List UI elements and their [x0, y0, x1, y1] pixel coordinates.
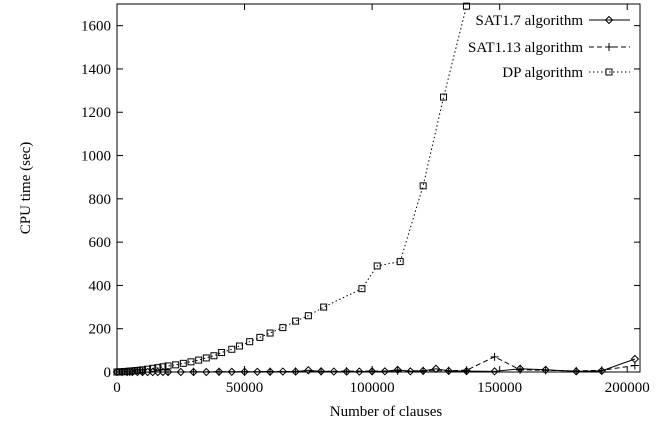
data-point — [278, 367, 288, 376]
data-point — [516, 365, 525, 374]
data-point — [227, 367, 237, 376]
data-point — [149, 364, 157, 372]
data-point — [202, 354, 210, 362]
data-point — [572, 366, 581, 375]
data-point — [176, 367, 185, 377]
data-point — [597, 366, 606, 376]
legend-label: DP algorithm — [502, 65, 583, 81]
legend-label: SAT1.7 algorithm — [476, 13, 584, 29]
data-point — [164, 362, 172, 370]
data-point — [189, 367, 198, 376]
series-line — [116, 6, 467, 373]
y-tick-label: 1400 — [81, 62, 111, 78]
y-tick-label: 600 — [89, 235, 112, 251]
legend-marker — [605, 43, 613, 51]
data-point — [419, 182, 427, 190]
y-tick-label: 1600 — [81, 19, 111, 35]
data-point — [355, 367, 364, 376]
data-point — [256, 333, 264, 341]
legend: SAT1.7 algorithm SAT1.13 algorithm DP algo… — [468, 13, 630, 81]
plot-border — [116, 3, 641, 373]
data-point — [329, 367, 339, 376]
data-point — [463, 2, 471, 10]
data-point — [406, 367, 415, 376]
y-tick-label: 400 — [89, 278, 112, 294]
data-point — [202, 367, 211, 377]
data-point — [235, 342, 243, 350]
data-point — [292, 317, 300, 325]
data-point — [154, 364, 162, 372]
data-point — [342, 367, 351, 376]
data-point — [304, 366, 313, 375]
data-point — [159, 363, 167, 371]
data-point — [490, 352, 499, 361]
axis-ticks: 0 50000 100000 150000 200000 0 200 400 600 800 100… — [81, 4, 650, 396]
data-point — [304, 312, 312, 320]
y-tick-label: 0 — [104, 365, 112, 381]
data-point — [144, 365, 152, 373]
data-point — [431, 364, 441, 373]
data-point — [228, 345, 236, 353]
data-point — [440, 93, 448, 101]
x-tick-label: 0 — [113, 380, 121, 396]
data-point — [266, 367, 275, 376]
legend-marker — [605, 68, 613, 76]
data-point — [541, 366, 550, 375]
data-point — [396, 258, 404, 266]
legend-label: SAT1.13 algorithm — [468, 40, 583, 56]
data-point — [597, 366, 606, 375]
x-tick-label: 200000 — [605, 380, 650, 396]
series-lines — [112, 2, 640, 377]
series-line — [117, 356, 635, 373]
data-point — [317, 367, 326, 376]
data-point — [279, 324, 287, 332]
y-tick-label: 800 — [89, 192, 112, 208]
data-point — [320, 303, 328, 311]
data-point — [215, 367, 224, 376]
x-tick-label: 50000 — [226, 380, 264, 396]
data-point — [179, 359, 187, 367]
y-tick-label: 1200 — [81, 105, 111, 121]
data-point — [358, 285, 366, 293]
plot-frame — [116, 3, 641, 373]
data-point — [393, 366, 402, 375]
series-dp-algorithm — [113, 2, 471, 376]
data-point — [195, 356, 203, 364]
data-point — [380, 367, 390, 376]
data-point — [266, 329, 274, 337]
x-tick-label: 150000 — [477, 380, 522, 396]
y-axis-label: CPU time (sec) — [18, 142, 34, 234]
data-point — [630, 361, 639, 370]
data-point — [444, 366, 453, 375]
legend-marker — [604, 15, 614, 25]
data-point — [246, 338, 254, 346]
x-tick-label: 100000 — [350, 380, 395, 396]
y-tick-label: 200 — [89, 322, 112, 338]
x-axis-label: Number of clauses — [330, 404, 443, 420]
data-point — [373, 262, 381, 270]
data-point — [253, 367, 262, 376]
data-point — [240, 367, 249, 376]
data-point — [462, 366, 471, 375]
data-point — [291, 367, 300, 376]
data-point — [210, 352, 218, 360]
data-point — [419, 366, 428, 375]
data-point — [187, 358, 195, 366]
data-point — [139, 366, 147, 374]
y-tick-label: 1000 — [81, 149, 111, 165]
data-point — [172, 361, 180, 369]
data-point — [490, 367, 499, 376]
data-point — [218, 349, 226, 357]
data-point — [368, 367, 377, 376]
